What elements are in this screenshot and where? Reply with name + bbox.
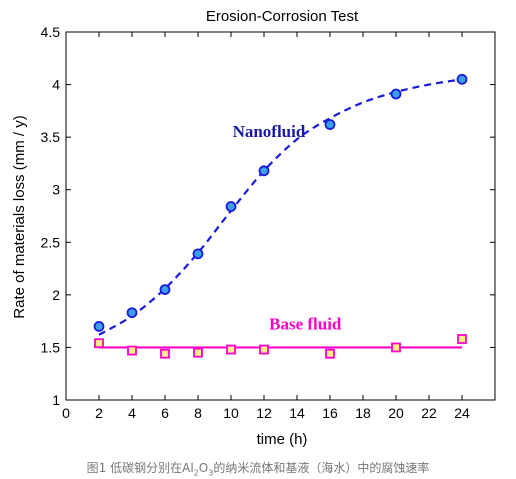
series-layer bbox=[93, 73, 468, 359]
x-axis-label: time (h) bbox=[257, 431, 308, 448]
x-tick-label: 4 bbox=[128, 405, 136, 421]
base-fluid-data-point bbox=[325, 348, 335, 359]
nanofluid-data-point bbox=[324, 119, 336, 130]
y-tick-label: 1 bbox=[52, 392, 60, 408]
nanofluid-label: Nanofluid bbox=[233, 122, 306, 141]
figure-caption: 图1 低碳钢分别在Al2O3的纳米流体和基液（海水）中的腐蚀速率 bbox=[0, 459, 516, 477]
y-tick-label: 3.5 bbox=[41, 129, 61, 145]
x-tick-label: 0 bbox=[62, 405, 70, 421]
x-tick-label: 24 bbox=[454, 405, 470, 421]
y-tick-label: 4 bbox=[52, 77, 60, 93]
y-axis-label: Rate of materials loss (mm / y) bbox=[11, 115, 28, 318]
base-fluid-data-point bbox=[391, 342, 401, 353]
y-tick-label: 4.5 bbox=[41, 24, 61, 40]
nanofluid-data-point bbox=[456, 73, 468, 85]
nanofluid-data-point bbox=[225, 201, 237, 212]
y-tick-label: 2 bbox=[52, 287, 60, 303]
caption-text-o: O bbox=[198, 461, 209, 475]
base-fluid-data-point bbox=[127, 345, 137, 356]
y-tick-label: 3 bbox=[52, 182, 60, 198]
nanofluid-data-point bbox=[159, 284, 171, 296]
chart-title: Erosion-Corrosion Test bbox=[206, 8, 359, 25]
base-fluid-data-point bbox=[226, 344, 236, 355]
x-tick-label: 6 bbox=[161, 405, 169, 421]
x-tick-label: 14 bbox=[289, 405, 305, 421]
nanofluid-data-point bbox=[390, 88, 402, 100]
caption-text-start: 图1 低碳钢分别在Al bbox=[86, 461, 194, 475]
x-tick-label: 18 bbox=[355, 405, 371, 421]
erosion-corrosion-chart: Erosion-Corrosion Test Rate of materials… bbox=[11, 8, 496, 448]
x-tick-label: 12 bbox=[256, 405, 272, 421]
y-tick-label: 1.5 bbox=[41, 339, 61, 355]
base-fluid-data-point bbox=[457, 334, 467, 344]
base-fluid-data-point bbox=[259, 344, 269, 355]
x-tick-label: 20 bbox=[388, 405, 404, 421]
caption-text-end: 的纳米流体和基液（海水）中的腐蚀速率 bbox=[213, 461, 430, 475]
base-fluid-label: Base fluid bbox=[269, 315, 342, 334]
x-tick-label: 16 bbox=[322, 405, 338, 421]
base-fluid-data-point bbox=[94, 338, 104, 349]
x-tick-label: 22 bbox=[421, 405, 437, 421]
nanofluid-data-point bbox=[93, 320, 105, 332]
caption-subscript-2: 2 bbox=[193, 468, 199, 478]
nanofluid-data-point bbox=[258, 165, 270, 177]
y-tick-label: 2.5 bbox=[41, 234, 61, 250]
base-fluid-data-point bbox=[160, 348, 170, 359]
nanofluid-data-point bbox=[126, 307, 138, 319]
x-tick-label: 10 bbox=[223, 405, 239, 421]
nanofluid-data-point bbox=[192, 248, 204, 260]
x-tick-label: 2 bbox=[95, 405, 103, 421]
plot-area bbox=[65, 31, 496, 401]
series-labels: Nanofluid Base fluid bbox=[233, 122, 342, 333]
nanofluid-fit-line bbox=[98, 78, 463, 336]
caption-subscript-3: 3 bbox=[208, 468, 214, 478]
base-fluid-data-point bbox=[193, 347, 203, 358]
x-tick-label: 8 bbox=[194, 405, 202, 421]
